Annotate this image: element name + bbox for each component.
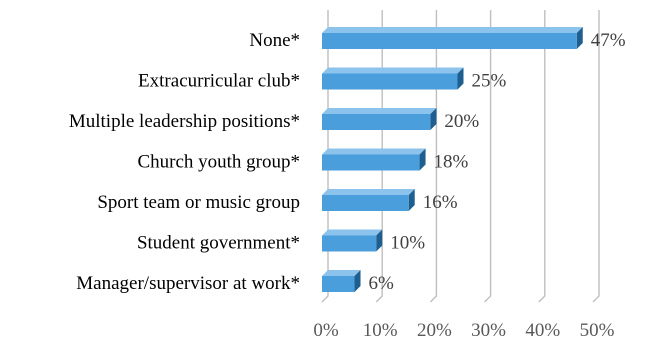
bar-top-face: [322, 67, 464, 74]
bar-top-face: [322, 229, 383, 236]
bar-side-face: [576, 27, 583, 49]
bar-top-face: [322, 148, 426, 155]
category-label: Sport team or music group: [97, 192, 300, 213]
value-label: 10%: [390, 233, 425, 254]
category-label: None*: [249, 30, 300, 51]
bar-front-face: [322, 276, 355, 292]
bar-front-face: [322, 154, 420, 171]
value-labels: 47% 25% 20% 18% 16% 10% 6%: [369, 30, 626, 294]
x-axis-ticks: 0% 10% 20% 30% 40% 50%: [313, 320, 614, 341]
bar-front-face: [322, 73, 458, 90]
gridline: [484, 10, 492, 303]
x-tick-label: 30%: [471, 320, 506, 341]
bars: [322, 27, 583, 292]
bar: [322, 67, 464, 90]
bar: [322, 229, 383, 252]
bar-front-face: [322, 235, 377, 252]
bar-side-face: [408, 189, 415, 211]
category-label: Church youth group*: [137, 152, 300, 173]
bar-side-face: [430, 108, 437, 130]
value-label: 16%: [423, 192, 458, 213]
bar: [322, 189, 415, 211]
gridline: [321, 10, 329, 303]
bar: [322, 108, 437, 130]
x-tick-label: 20%: [417, 320, 452, 341]
value-label: 6%: [369, 273, 395, 294]
category-label: Multiple leadership positions*: [69, 111, 300, 132]
x-tick-label: 0%: [313, 320, 339, 341]
bar-side-face: [457, 67, 464, 90]
bar-side-face: [419, 148, 426, 171]
category-labels: None* Extracurricular club* Multiple leade…: [69, 30, 300, 294]
bar-top-face: [322, 270, 361, 276]
bar-front-face: [322, 114, 431, 130]
value-label: 25%: [472, 71, 507, 92]
bar-top-face: [322, 27, 583, 33]
bar: [322, 27, 583, 49]
bar-side-face: [354, 270, 361, 292]
gridline: [429, 10, 438, 303]
x-tick-label: 10%: [363, 320, 398, 341]
x-tick-label: 50%: [580, 320, 615, 341]
bar-side-face: [376, 229, 383, 252]
bar-top-face: [322, 189, 415, 195]
bar: [322, 270, 361, 292]
bar-front-face: [322, 195, 409, 211]
gridline: [538, 10, 546, 303]
bar-front-face: [322, 33, 577, 49]
gridline: [592, 10, 600, 303]
value-label: 20%: [444, 111, 479, 132]
category-label: Extracurricular club*: [138, 71, 300, 92]
category-label: Manager/supervisor at work*: [76, 273, 300, 294]
value-label: 47%: [591, 30, 626, 51]
value-label: 18%: [434, 152, 469, 173]
grid-lines: [321, 10, 600, 303]
gridline: [375, 10, 383, 303]
x-tick-label: 40%: [525, 320, 560, 341]
bar: [322, 148, 426, 171]
category-label: Student government*: [137, 233, 300, 254]
bar-top-face: [322, 108, 437, 114]
